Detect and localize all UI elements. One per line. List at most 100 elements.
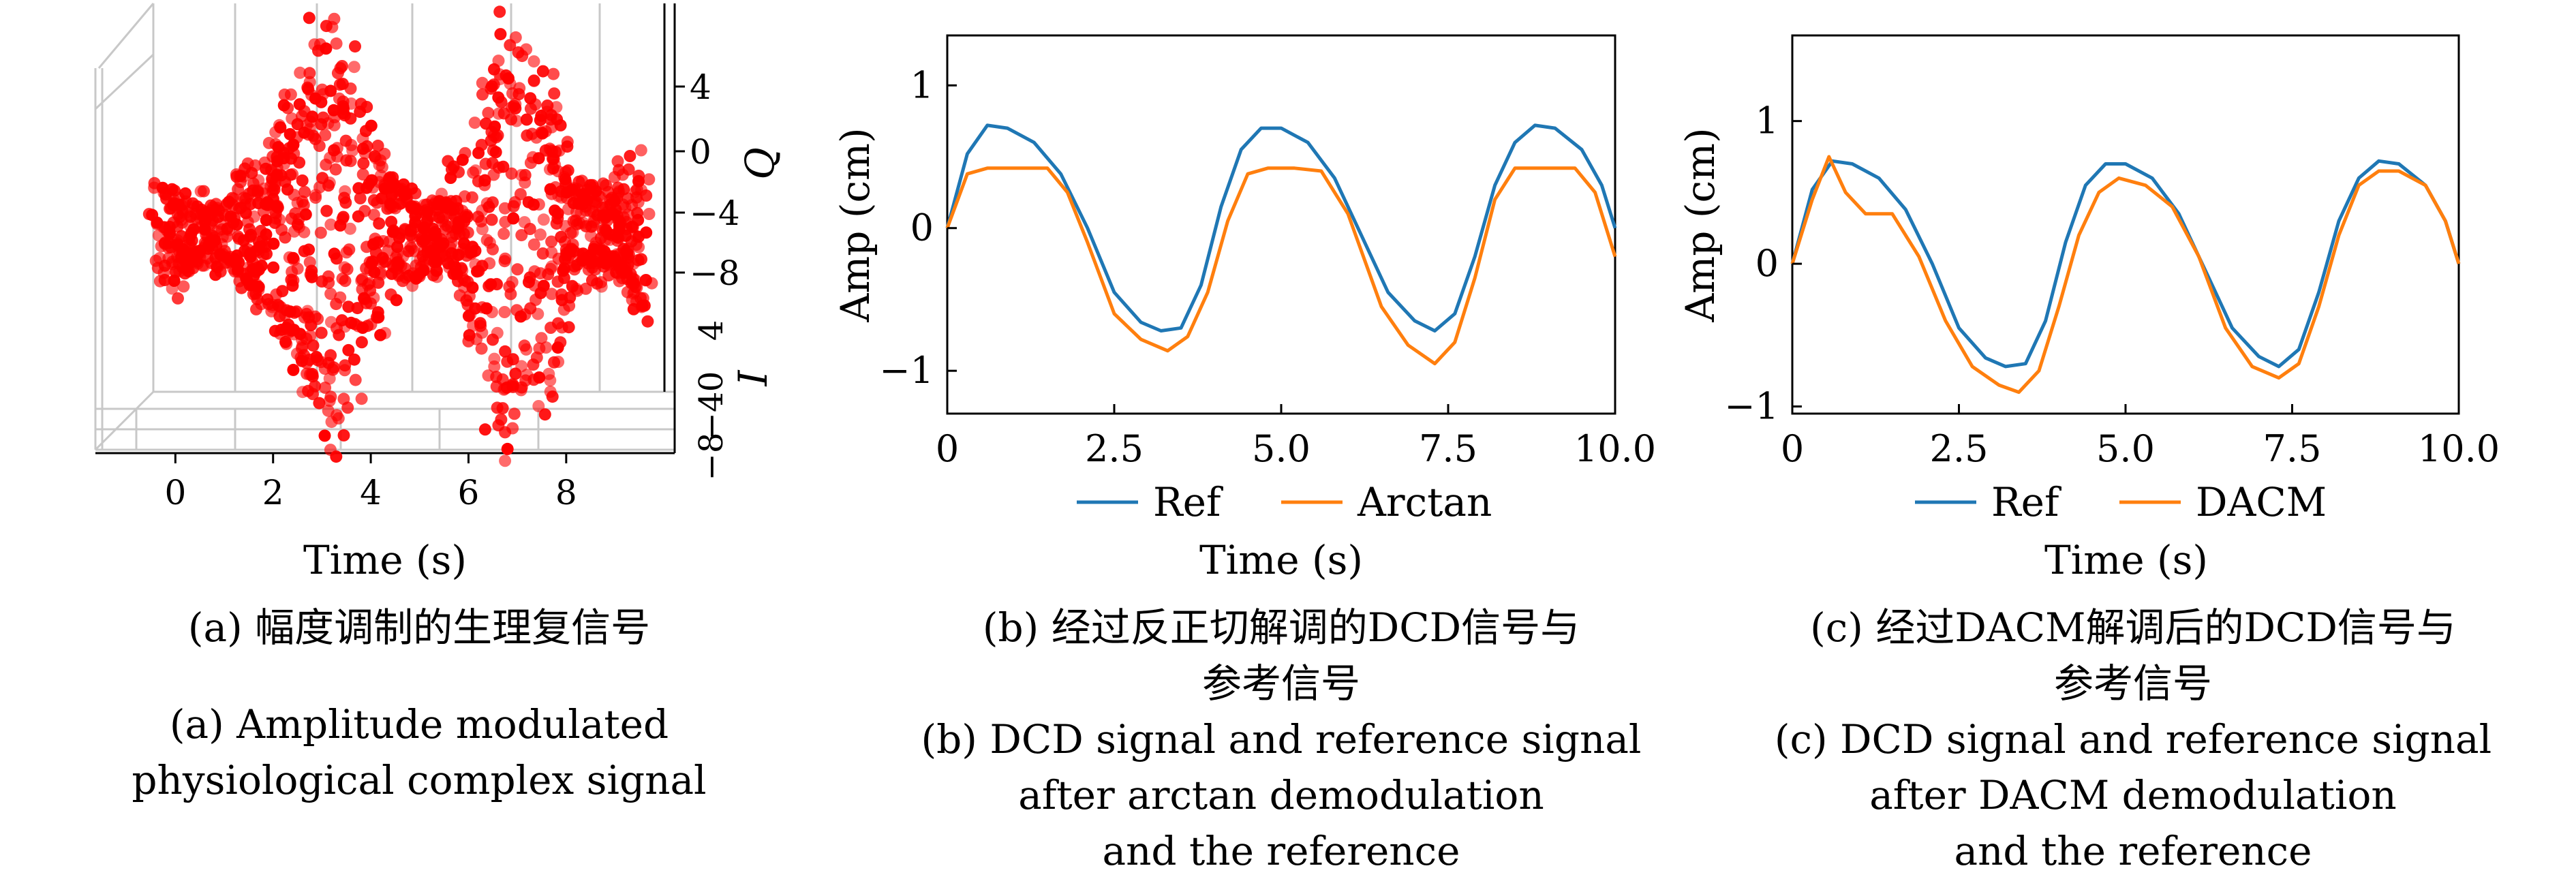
caption-a-cn: (a) 幅度调制的生理复信号 bbox=[187, 604, 651, 651]
caption-a: (a) 幅度调制的生理复信号 (a) Amplitude modulated p… bbox=[41, 600, 797, 808]
chart-a-point bbox=[338, 261, 351, 274]
chart-a-point bbox=[506, 276, 519, 288]
caption-c: (c) 经过DACM解调后的DCD信号与 参考信号 (c) DCD signal… bbox=[1724, 600, 2542, 879]
chart-a-point bbox=[475, 342, 488, 355]
chart-a-point bbox=[301, 356, 313, 369]
chart-b-x-tick-label: 5.0 bbox=[1252, 427, 1310, 470]
chart-a-point bbox=[329, 163, 342, 176]
chart-a-point bbox=[374, 266, 387, 279]
chart-a-point bbox=[524, 157, 537, 169]
chart-a-point bbox=[501, 442, 514, 455]
chart-a-point bbox=[324, 349, 337, 362]
chart-a-point bbox=[535, 332, 548, 345]
chart-a-point bbox=[168, 197, 181, 210]
chart-a-x-tick-label: 4 bbox=[360, 473, 382, 512]
chart-a-point bbox=[354, 192, 367, 204]
chart-a-point bbox=[333, 92, 346, 105]
chart-a-point bbox=[251, 293, 264, 305]
chart-a-point bbox=[515, 310, 527, 323]
chart-a-point bbox=[371, 196, 384, 209]
chart-a-point bbox=[382, 245, 395, 257]
chart-a-point bbox=[640, 189, 653, 202]
chart-a-point bbox=[643, 173, 656, 186]
chart-a-point bbox=[266, 176, 279, 189]
chart-a-point bbox=[534, 267, 547, 280]
caption-c-en-line2: after DACM demodulation bbox=[1869, 772, 2397, 818]
chart-a-point bbox=[355, 336, 368, 349]
chart-a-x-tick-label: 6 bbox=[458, 473, 480, 512]
chart-a-point bbox=[318, 363, 331, 375]
chart-a-point bbox=[632, 213, 645, 226]
chart-a-point bbox=[545, 246, 558, 259]
chart-a-point bbox=[509, 367, 522, 380]
chart-a-point bbox=[305, 264, 318, 277]
chart-a-point bbox=[534, 228, 547, 241]
chart-b-x-tick-label: 7.5 bbox=[1419, 427, 1477, 470]
chart-a-point bbox=[281, 102, 294, 114]
chart-a-point bbox=[498, 255, 511, 268]
chart-a-y-axis-label: I bbox=[730, 369, 776, 386]
chart-a-point bbox=[349, 373, 362, 386]
chart-a-point bbox=[467, 320, 480, 332]
chart-a-point bbox=[349, 40, 361, 53]
caption-c-en-line1: (c) DCD signal and reference signal bbox=[1774, 716, 2492, 762]
chart-b-legend: Ref Arctan bbox=[1077, 479, 1492, 525]
chart-a-point bbox=[190, 212, 203, 225]
chart-a-point bbox=[234, 170, 247, 183]
chart-b-y-tick-label: 0 bbox=[910, 206, 934, 249]
chart-b-x-tick-label: 10.0 bbox=[1574, 427, 1656, 470]
chart-a-point bbox=[171, 238, 184, 251]
chart-a-point bbox=[506, 353, 519, 366]
chart-a-point bbox=[233, 202, 245, 215]
chart-a-point bbox=[467, 166, 480, 179]
chart-a-point bbox=[583, 249, 596, 262]
chart-a-point bbox=[290, 305, 303, 318]
chart-a-point bbox=[342, 300, 355, 313]
chart-a-point bbox=[523, 223, 536, 235]
chart-a-point bbox=[336, 272, 349, 285]
chart-a-point bbox=[425, 245, 438, 258]
chart-a-point bbox=[185, 228, 197, 241]
chart-a-point bbox=[515, 229, 528, 242]
chart-a-axes bbox=[95, 3, 676, 454]
chart-a-point bbox=[437, 211, 450, 224]
chart-a-point bbox=[286, 112, 298, 125]
chart-a-point bbox=[247, 256, 260, 269]
chart-c-x-tick-label: 7.5 bbox=[2263, 427, 2322, 470]
chart-a-point bbox=[567, 197, 580, 210]
chart-a-point bbox=[324, 444, 337, 457]
chart-a-point bbox=[535, 109, 548, 122]
chart-a-point bbox=[305, 89, 318, 102]
chart-a-point bbox=[420, 198, 433, 211]
chart-a-point bbox=[527, 373, 540, 386]
chart-a-point bbox=[279, 231, 292, 244]
chart-c-legend-ref-label: Ref bbox=[1991, 479, 2061, 525]
chart-a-y-tick-label: −4 bbox=[692, 392, 731, 440]
chart-a-point bbox=[407, 267, 419, 280]
chart-a-point bbox=[280, 337, 293, 350]
chart-a-point bbox=[191, 246, 204, 259]
chart-a-point bbox=[557, 264, 570, 277]
chart-a-z-ticks: 4 0 −4 −8 bbox=[675, 67, 740, 293]
chart-a-point bbox=[379, 326, 392, 339]
chart-a-point bbox=[337, 429, 350, 442]
chart-a-point bbox=[262, 298, 275, 311]
chart-a-point bbox=[390, 251, 402, 264]
chart-a-point bbox=[545, 288, 558, 300]
chart-b-series-ref bbox=[945, 123, 1617, 333]
chart-a-point bbox=[211, 225, 224, 238]
chart-c-y-tick-label: −1 bbox=[1724, 385, 1779, 428]
chart-a-point bbox=[319, 129, 332, 142]
chart-a-point bbox=[455, 219, 468, 232]
chart-a-point bbox=[632, 253, 645, 266]
chart-a-point bbox=[273, 300, 286, 312]
chart-b-y-tick-label: 1 bbox=[910, 63, 934, 106]
chart-a-point bbox=[351, 302, 364, 315]
chart-a-point bbox=[495, 413, 508, 426]
chart-a-point bbox=[538, 408, 551, 421]
chart-a-point bbox=[295, 110, 308, 123]
chart-a-point bbox=[324, 84, 337, 97]
chart-a-point bbox=[179, 267, 191, 280]
chart-a-point bbox=[632, 170, 645, 182]
chart-a-point bbox=[373, 159, 386, 171]
